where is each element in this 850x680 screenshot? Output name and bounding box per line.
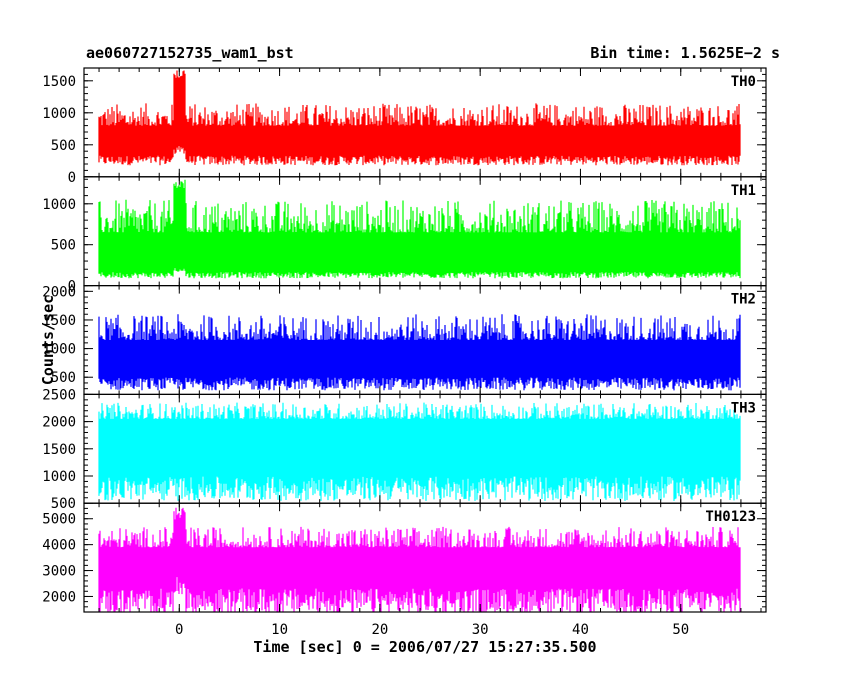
- panel-label-th1: TH1: [731, 183, 756, 199]
- series-th1: [98, 179, 741, 279]
- panel-label-th0: TH0: [731, 74, 756, 90]
- x-tick-label: 50: [672, 622, 689, 638]
- chart-title: ae060727152735_wam1_bst: [86, 44, 294, 62]
- x-tick-label: 40: [572, 622, 589, 638]
- y-tick-label: 5000: [42, 512, 76, 528]
- series-th3: [98, 402, 741, 501]
- y-tick-label: 3000: [42, 564, 76, 580]
- y-tick-label: 4000: [42, 538, 76, 554]
- y-tick-label: 1500: [42, 442, 76, 458]
- y-tick-label: 1000: [42, 342, 76, 358]
- x-tick-label: 20: [371, 622, 388, 638]
- y-axis-label: Counts/sec: [39, 294, 58, 386]
- y-tick-label: 1000: [42, 197, 76, 213]
- y-tick-label: 500: [51, 496, 76, 512]
- x-axis-label: Time [sec] 0 = 2006/07/27 15:27:35.500: [253, 638, 597, 656]
- series-th0123: [98, 507, 741, 613]
- y-tick-label: 2500: [42, 387, 76, 403]
- y-tick-label: 0: [68, 170, 76, 186]
- series-th2: [98, 314, 741, 391]
- panel-frame-th0123: [83, 502, 767, 613]
- y-tick-label: 500: [51, 238, 76, 254]
- panel-label-th0123: TH0123: [705, 509, 756, 525]
- panel-label-th3: TH3: [731, 400, 756, 416]
- x-tick-label: 30: [472, 622, 489, 638]
- y-tick-label: 2000: [42, 284, 76, 300]
- x-tick-label: 10: [271, 622, 288, 638]
- series-th0: [98, 70, 741, 166]
- y-tick-label: 2000: [42, 415, 76, 431]
- y-tick-label: 1000: [42, 469, 76, 485]
- bin-time-label: Bin time: 1.5625E−2 s: [590, 44, 780, 62]
- y-tick-label: 1500: [42, 313, 76, 329]
- y-tick-label: 1500: [42, 74, 76, 90]
- y-tick-label: 500: [51, 138, 76, 154]
- panel-label-th2: TH2: [731, 292, 756, 308]
- y-tick-label: 0: [68, 279, 76, 295]
- x-tick-label: 0: [175, 622, 183, 638]
- y-tick-label: 500: [51, 370, 76, 386]
- y-tick-label: 2000: [42, 589, 76, 605]
- y-tick-label: 1000: [42, 106, 76, 122]
